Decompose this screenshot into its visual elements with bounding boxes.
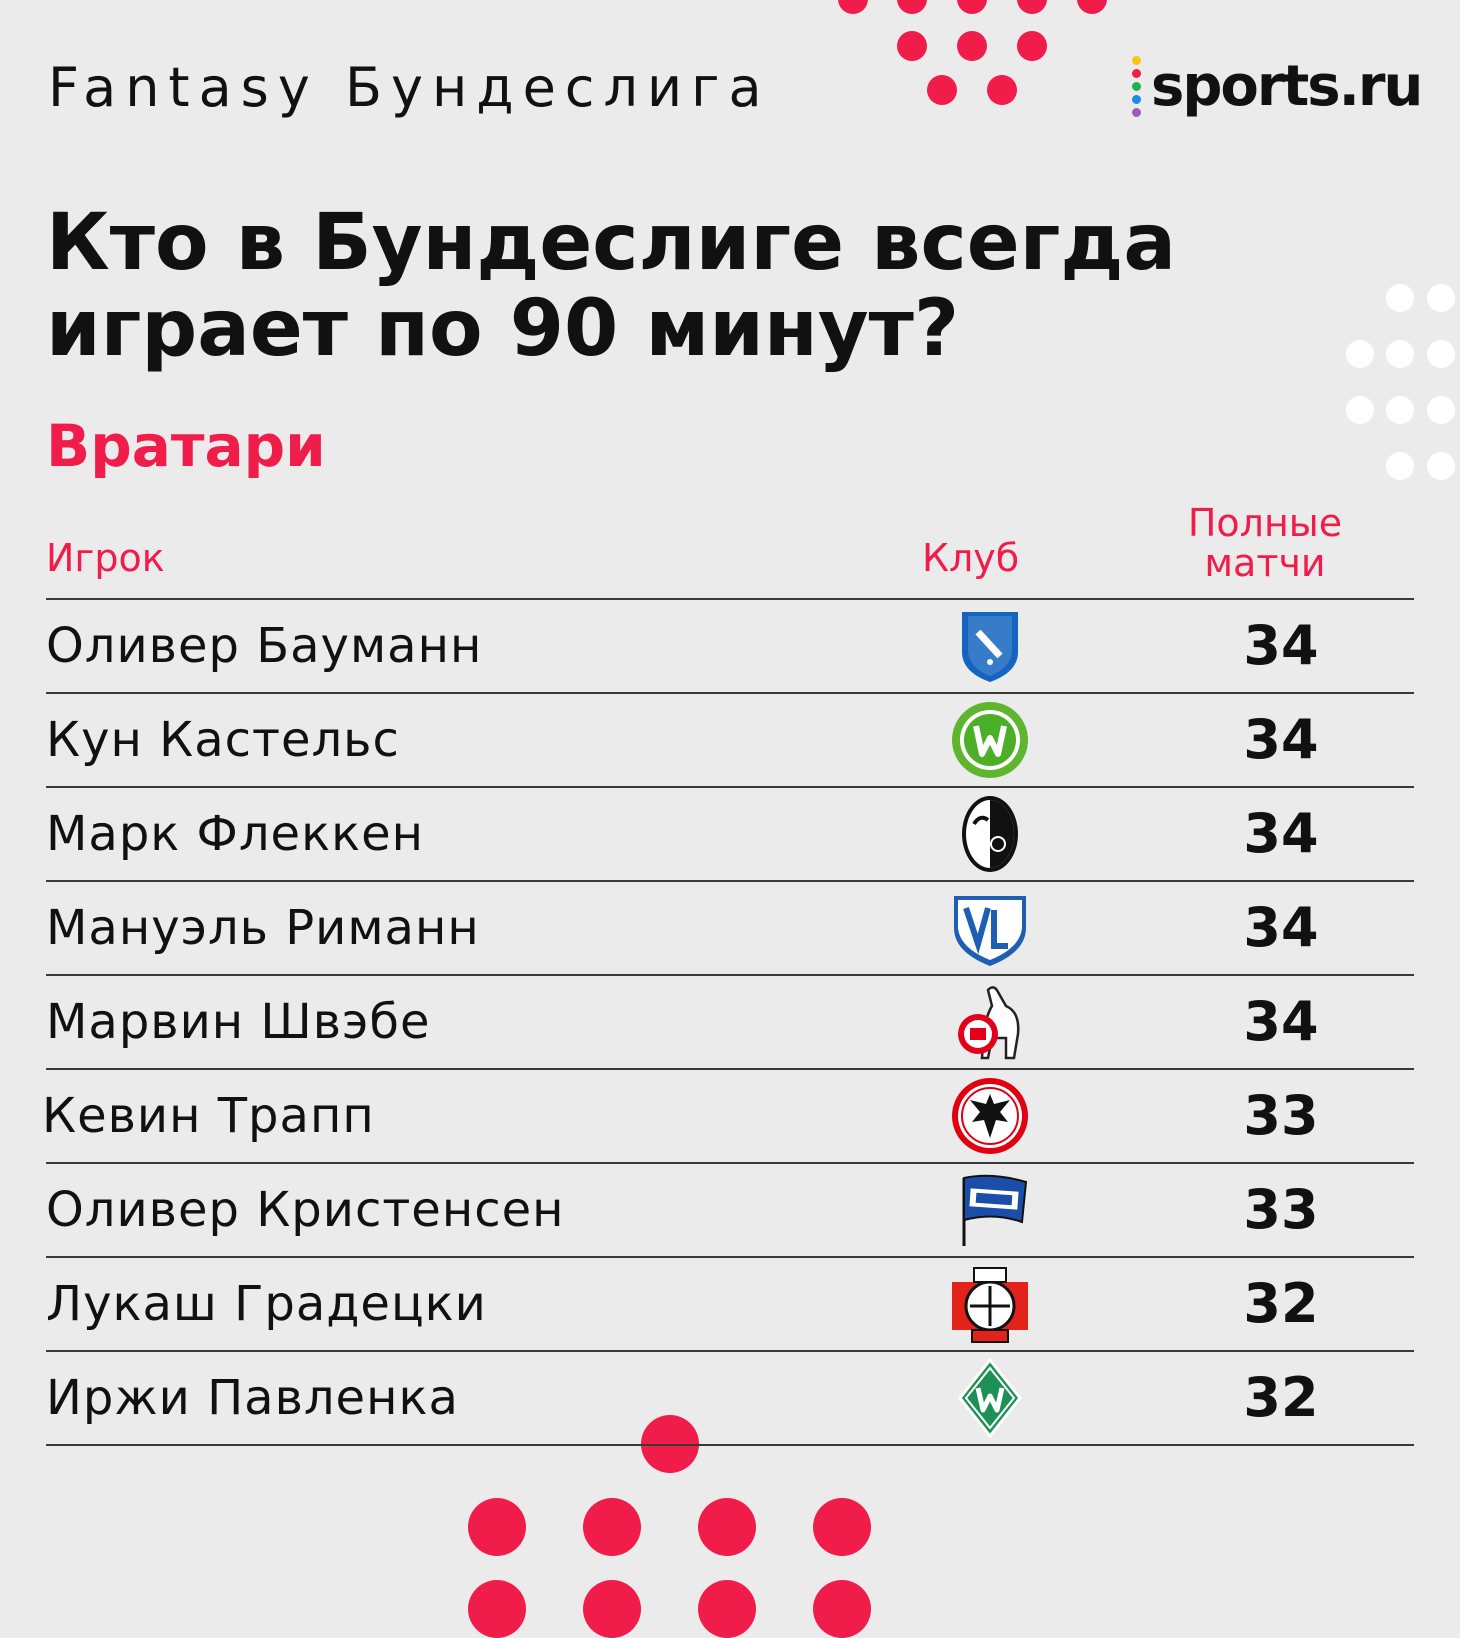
decor-dot bbox=[1017, 0, 1047, 14]
hertha-crest-icon bbox=[948, 1170, 1032, 1250]
eintracht-frankfurt-crest-icon bbox=[948, 1076, 1032, 1156]
decor-dot bbox=[927, 75, 957, 105]
table-row: Мануэль Риманн 34 bbox=[46, 882, 1414, 976]
column-header-full-matches-line1: Полные bbox=[1187, 501, 1343, 545]
decor-dot bbox=[1346, 396, 1374, 424]
full-matches-value: 34 bbox=[1243, 708, 1319, 771]
table-row: Марк Флеккен 34 bbox=[46, 788, 1414, 882]
werder-crest-icon bbox=[948, 1357, 1032, 1439]
decor-dot bbox=[813, 1498, 871, 1556]
decor-dot bbox=[1427, 396, 1455, 424]
column-header-full-matches-line2: матчи bbox=[1204, 541, 1326, 585]
player-name: Оливер Бауманн bbox=[46, 618, 483, 674]
decor-dot bbox=[1017, 31, 1047, 61]
column-header-full-matches: Полные матчи bbox=[1140, 503, 1390, 583]
table-row: Лукаш Градецки 32 bbox=[46, 1258, 1414, 1352]
decor-dot bbox=[957, 0, 987, 14]
decor-dot bbox=[1077, 0, 1107, 14]
koln-crest-icon bbox=[948, 982, 1032, 1062]
full-matches-value: 32 bbox=[1243, 1366, 1319, 1429]
player-name: Кун Кастельс bbox=[46, 712, 400, 768]
full-matches-value: 34 bbox=[1243, 802, 1319, 865]
decor-dot bbox=[838, 0, 868, 14]
full-matches-value: 34 bbox=[1243, 614, 1319, 677]
logo-text: sports.ru bbox=[1151, 54, 1423, 119]
player-name: Мануэль Риманн bbox=[46, 900, 480, 956]
decor-dot bbox=[1386, 284, 1414, 312]
full-matches-value: 34 bbox=[1243, 990, 1319, 1053]
full-matches-value: 34 bbox=[1243, 896, 1319, 959]
full-matches-value: 33 bbox=[1243, 1178, 1319, 1241]
decor-dot bbox=[813, 1580, 871, 1638]
table-row: Марвин Швэбе 34 bbox=[46, 976, 1414, 1070]
table-row: Оливер Кристенсен 33 bbox=[46, 1164, 1414, 1258]
decor-dot bbox=[1386, 340, 1414, 368]
full-matches-value: 32 bbox=[1243, 1272, 1319, 1335]
page-title: Кто в Бундеслиге всегда играет по 90 мин… bbox=[46, 198, 1177, 374]
player-name: Марк Флеккен bbox=[46, 806, 424, 862]
table-row: Оливер Бауманн 34 bbox=[46, 600, 1414, 694]
logo-dots-icon bbox=[1132, 56, 1141, 117]
player-name: Иржи Павленка bbox=[46, 1370, 459, 1426]
decor-dot bbox=[1427, 340, 1455, 368]
decor-dot bbox=[1346, 340, 1374, 368]
brand-title: Fantasy Бундеслига bbox=[48, 56, 771, 119]
freiburg-crest-icon bbox=[948, 794, 1032, 874]
decor-dot bbox=[1427, 284, 1455, 312]
table-row: Иржи Павленка 32 bbox=[46, 1352, 1414, 1446]
decor-dot bbox=[957, 31, 987, 61]
column-header-club: Клуб bbox=[922, 536, 1020, 580]
decor-dot bbox=[1427, 452, 1455, 480]
column-header-player: Игрок bbox=[46, 536, 165, 580]
decor-dot bbox=[468, 1498, 526, 1556]
decor-dot bbox=[1386, 396, 1414, 424]
wolfsburg-crest-icon bbox=[948, 700, 1032, 780]
table-row: Кун Кастельс 34 bbox=[46, 694, 1414, 788]
leverkusen-crest-icon bbox=[948, 1264, 1032, 1344]
decor-dot bbox=[583, 1498, 641, 1556]
section-title: Вратари bbox=[46, 412, 326, 480]
table-row: Кевин Трапп 33 bbox=[42, 1070, 1414, 1164]
decor-dot bbox=[897, 0, 927, 14]
decor-dot bbox=[468, 1580, 526, 1638]
player-name: Лукаш Градецки bbox=[46, 1276, 487, 1332]
decor-dot bbox=[583, 1580, 641, 1638]
player-name: Марвин Швэбе bbox=[46, 994, 431, 1050]
goalkeepers-table: Оливер Бауманн 34 Кун Кастельс 34 Марк Ф… bbox=[42, 598, 1414, 1446]
decor-dot bbox=[1386, 452, 1414, 480]
player-name: Оливер Кристенсен bbox=[46, 1182, 565, 1238]
hoffenheim-crest-icon bbox=[948, 606, 1032, 686]
decor-dot bbox=[987, 75, 1017, 105]
bochum-crest-icon bbox=[948, 888, 1032, 968]
full-matches-value: 33 bbox=[1243, 1084, 1319, 1147]
decor-dot bbox=[698, 1580, 756, 1638]
decor-dot bbox=[897, 31, 927, 61]
decor-dot bbox=[698, 1498, 756, 1556]
player-name: Кевин Трапп bbox=[42, 1088, 375, 1144]
sports-ru-logo[interactable]: sports.ru bbox=[1132, 54, 1423, 119]
